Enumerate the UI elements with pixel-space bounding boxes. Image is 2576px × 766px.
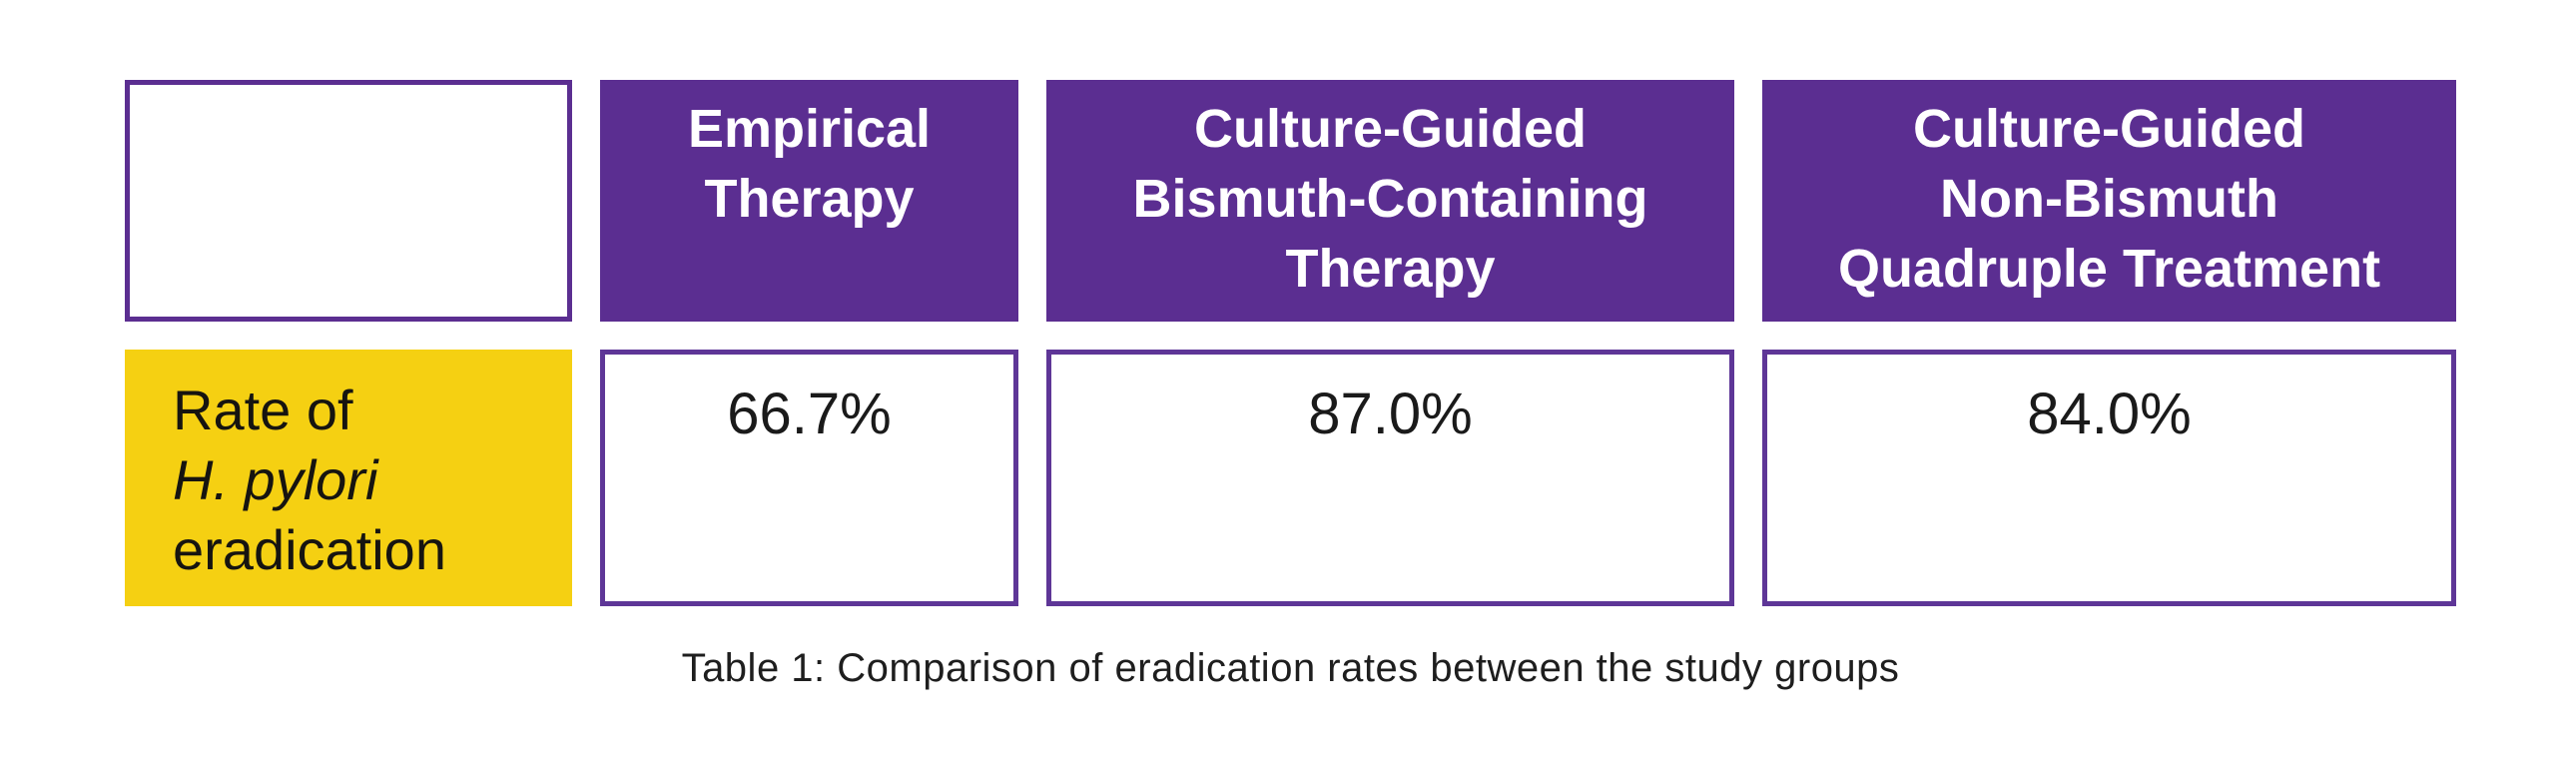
header-line: Culture-Guided bbox=[1194, 99, 1587, 159]
header-line: Quadruple Treatment bbox=[1837, 239, 2381, 299]
value-empirical-therapy: 66.7% bbox=[600, 350, 1018, 606]
header-culture-guided-non-bismuth: Culture-Guided Non-Bismuth Quadruple Tre… bbox=[1762, 80, 2456, 322]
header-line: Bismuth-Containing bbox=[1132, 169, 1648, 229]
header-empirical-therapy: Empirical Therapy bbox=[600, 80, 1018, 322]
row-label-line: eradication bbox=[173, 518, 446, 581]
row-label-line-hpylori: H. pylori bbox=[173, 448, 378, 511]
header-line: Non-Bismuth bbox=[1940, 169, 2278, 229]
header-line: Culture-Guided bbox=[1913, 99, 2305, 159]
value-culture-guided-non-bismuth: 84.0% bbox=[1762, 350, 2456, 606]
table-figure: Empirical Therapy Culture-Guided Bismuth… bbox=[125, 80, 2456, 692]
corner-empty-cell bbox=[125, 80, 572, 322]
row-label-line: Rate of bbox=[173, 379, 353, 441]
row-label-eradication-rate: Rate of H. pylori eradication bbox=[125, 350, 572, 606]
value-text: 66.7% bbox=[727, 382, 892, 446]
value-culture-guided-bismuth: 87.0% bbox=[1046, 350, 1734, 606]
table-caption: Table 1: Comparison of eradication rates… bbox=[681, 646, 1900, 690]
value-text: 84.0% bbox=[2027, 382, 2192, 446]
header-line: Empirical bbox=[687, 99, 932, 159]
header-line: Therapy bbox=[1285, 239, 1496, 299]
header-culture-guided-bismuth: Culture-Guided Bismuth-Containing Therap… bbox=[1046, 80, 1734, 322]
header-line: Therapy bbox=[704, 169, 915, 229]
value-text: 87.0% bbox=[1308, 382, 1473, 446]
comparison-table: Empirical Therapy Culture-Guided Bismuth… bbox=[125, 80, 2456, 606]
